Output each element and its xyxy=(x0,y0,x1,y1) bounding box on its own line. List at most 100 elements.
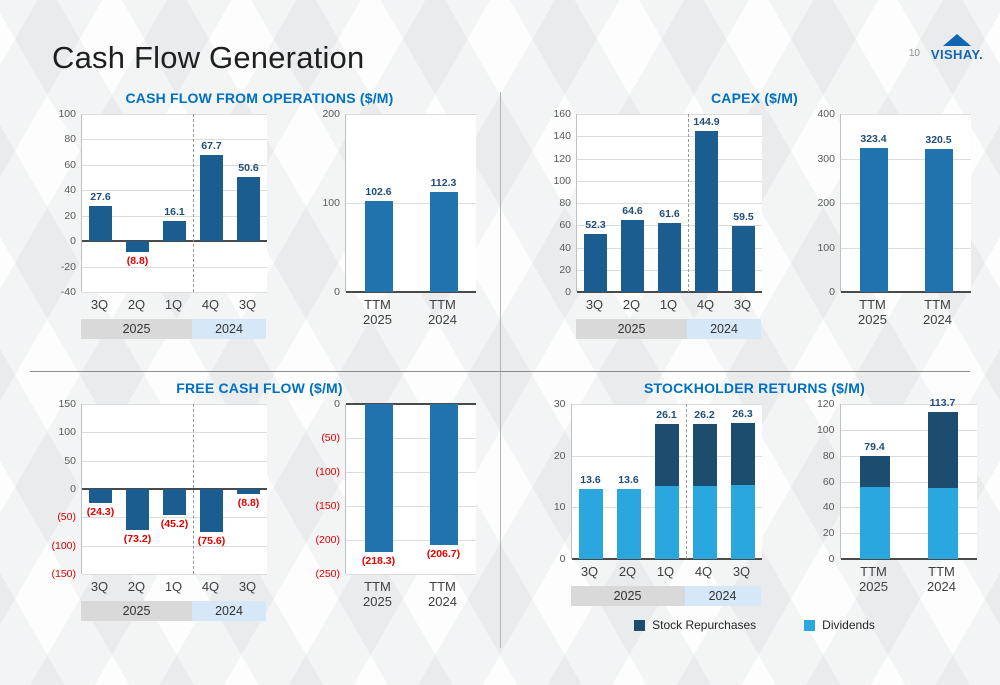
y-tick-label: 20 xyxy=(553,449,566,462)
chart-main: 27.6 (8.8) 16.1 67.7 50.6 3Q 2Q 1Q 4Q 3Q 2025 2024 xyxy=(81,114,267,339)
y-tick-label: 160 xyxy=(553,108,571,120)
plot-area: 323.4 320.5 xyxy=(840,114,971,293)
gridline xyxy=(346,203,476,204)
gridline xyxy=(82,432,267,434)
y-tick-label: 120 xyxy=(553,152,571,165)
year-bands: 2025 2024 xyxy=(576,319,762,339)
chart-main: 102.6 112.3 TTM 2025 TTM 2024 xyxy=(345,114,476,327)
year-band: 2024 xyxy=(687,319,761,339)
y-tick-label: 120 xyxy=(816,398,835,410)
y-tick-label: (200) xyxy=(315,534,340,546)
x-axis-label: 4Q xyxy=(696,297,715,312)
gridline xyxy=(577,136,762,138)
y-tick-label: 10 xyxy=(553,501,566,514)
y-tick-label: 100 xyxy=(58,108,76,120)
panel-cash-flow-from-operations: CASH FLOW FROM OPERATIONS ($/M) 100 80 60 4… xyxy=(32,90,487,356)
y-tick-label: 100 xyxy=(58,426,76,439)
x-axis-label: 1Q xyxy=(164,579,183,594)
gridline xyxy=(346,472,476,473)
charts-row: 30 20 10 0 13.6 13.6 26.1 26.2 26.3 3Q 2Q 1Q 4Q 3Q 202… xyxy=(533,397,977,606)
chart-fcf-ttm: 0 (50) (100) (150) (200) (250) (218.3) (206.7) T… xyxy=(307,398,476,609)
bar xyxy=(89,206,112,242)
chart-cfo-ttm: 200 100 0 102.6 112.3 TTM 2025 TTM 2024 xyxy=(307,108,476,327)
chart-returns-quarterly: 30 20 10 0 13.6 13.6 26.1 26.2 26.3 3Q 2Q 1Q 4Q 3Q 202… xyxy=(533,398,762,606)
panel-title: CASH FLOW FROM OPERATIONS ($/M) xyxy=(125,90,394,106)
bar xyxy=(578,488,603,559)
bar xyxy=(163,489,186,515)
x-axis-labels: TTM 2025 TTM 2024 xyxy=(840,297,971,327)
y-axis: 100 80 60 40 20 0 -20 -40 xyxy=(43,108,81,298)
y-axis: 400 300 200 100 0 xyxy=(802,108,840,298)
year-band: 2024 xyxy=(192,319,266,339)
bar xyxy=(927,488,958,559)
gridline xyxy=(840,533,977,535)
y-tick-label: 100 xyxy=(553,174,571,187)
gridline xyxy=(346,574,476,575)
stock-repurchases-swatch-icon xyxy=(634,619,646,631)
y-axis: 0 (50) (100) (150) (200) (250) xyxy=(307,398,345,580)
y-tick-label: 30 xyxy=(553,398,566,410)
chart-returns-ttm: 120 100 80 60 40 20 0 79.4 113.7 TTM 2025 TTM 2024 xyxy=(802,397,977,594)
gridline xyxy=(577,203,762,204)
legend-item-stock-repurchases: Stock Repurchases xyxy=(634,618,756,632)
y-tick-label: (150) xyxy=(315,500,340,512)
plot-area: 52.3 64.6 61.6 144.9 59.5 xyxy=(576,114,762,293)
x-axis-labels: TTM 2025 TTM 2024 xyxy=(840,564,977,594)
x-axis-label: TTM 2025 xyxy=(859,564,888,594)
x-axis-label: 1Q xyxy=(659,297,678,312)
value-label: 13.6 xyxy=(580,473,601,486)
panel-capex: CAPEX ($/M) 160 140 120 100 80 60 40 20 0 52.3 64.… xyxy=(527,90,982,356)
y-tick-label: 60 xyxy=(64,158,76,171)
x-axis-label: 3Q xyxy=(90,297,109,312)
charts-row: 100 80 60 40 20 0 -20 -40 27.6 (8.8) 16.1 67.7 50.6 3… xyxy=(43,108,476,339)
bar xyxy=(692,423,717,486)
panel-title: STOCKHOLDER RETURNS ($/M) xyxy=(644,380,865,396)
y-tick-label: 0 xyxy=(334,398,340,410)
gridline xyxy=(82,139,267,141)
bar xyxy=(126,241,149,253)
x-axis-label: 3Q xyxy=(238,297,257,312)
y-axis: 200 100 0 xyxy=(307,108,345,298)
value-label: (8.8) xyxy=(237,496,260,509)
value-label: 64.6 xyxy=(622,205,643,218)
value-label: 61.6 xyxy=(659,208,680,221)
bar xyxy=(200,489,223,532)
x-axis-label: TTM 2025 xyxy=(363,579,392,609)
bar xyxy=(429,404,458,545)
x-axis-label: 3Q xyxy=(585,297,604,312)
panel-title: FREE CASH FLOW ($/M) xyxy=(176,380,343,396)
y-tick-label: 0 xyxy=(70,235,76,248)
gridline xyxy=(346,438,476,439)
value-label: 320.5 xyxy=(925,134,952,147)
x-axis-label: 3Q xyxy=(732,564,751,579)
dividends-swatch-icon xyxy=(804,619,816,631)
y-tick-label: 60 xyxy=(822,475,835,488)
value-label: 79.4 xyxy=(864,441,885,454)
x-axis-label: 1Q xyxy=(656,564,675,579)
legend-label: Dividends xyxy=(822,618,875,632)
bar xyxy=(621,220,644,292)
value-label: 144.9 xyxy=(693,115,720,128)
gridline xyxy=(840,404,977,405)
vertical-divider xyxy=(500,92,501,648)
y-tick-label: 40 xyxy=(559,241,571,254)
bar xyxy=(89,489,112,503)
y-tick-label: 20 xyxy=(64,209,76,222)
zero-axis-line xyxy=(346,403,476,405)
bar xyxy=(237,176,260,242)
y-tick-label: 100 xyxy=(817,241,835,254)
y-tick-label: 50 xyxy=(64,454,76,467)
y-tick-label: 0 xyxy=(565,286,571,298)
y-tick-label: 0 xyxy=(70,483,76,495)
bar xyxy=(730,423,755,486)
y-axis: 160 140 120 100 80 60 40 20 0 xyxy=(538,108,576,298)
bar xyxy=(695,130,718,292)
y-tick-label: 20 xyxy=(559,263,571,276)
zero-axis-line xyxy=(346,291,476,293)
bar xyxy=(654,424,679,487)
x-axis-labels: 3Q 2Q 1Q 4Q 3Q xyxy=(81,297,267,312)
x-axis-label: 3Q xyxy=(580,564,599,579)
value-label: 323.4 xyxy=(860,133,887,146)
y-tick-label: 40 xyxy=(822,501,835,514)
value-label: (24.3) xyxy=(86,505,115,518)
